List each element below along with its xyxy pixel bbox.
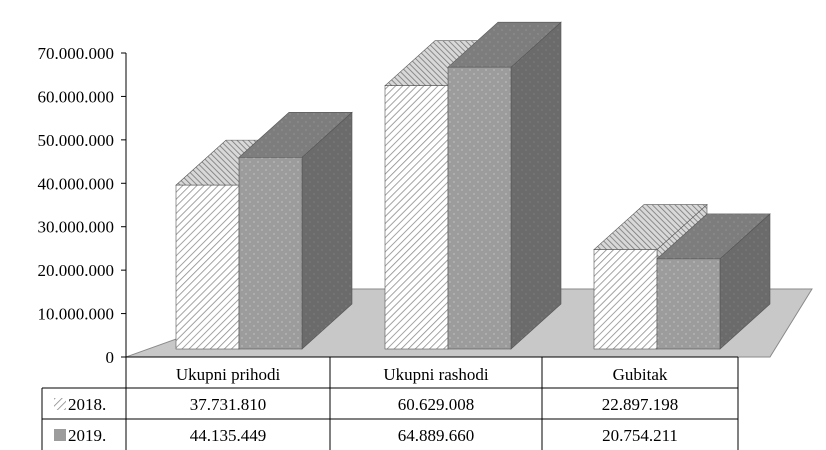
y-tick-label: 60.000.000	[38, 87, 115, 106]
y-tick-label: 50.000.000	[38, 131, 115, 150]
table-category-label: Ukupni rashodi	[383, 365, 489, 384]
bar-side	[510, 21, 562, 350]
bar-2019-0	[238, 111, 353, 350]
bar-front	[593, 249, 658, 350]
bar-2019-1	[447, 21, 562, 350]
bar-front	[447, 66, 512, 350]
y-tick-label: 70.000.000	[38, 44, 115, 63]
bar-2019-2	[656, 213, 771, 350]
y-tick-label: 30.000.000	[38, 218, 115, 237]
table-value-cell: 60.629.008	[398, 395, 475, 414]
y-tick-label: 10.000.000	[38, 305, 115, 324]
legend-key-2019	[54, 429, 66, 441]
table-value-cell: 22.897.198	[602, 395, 679, 414]
y-tick-label: 40.000.000	[38, 174, 115, 193]
table-category-label: Ukupni prihodi	[176, 365, 281, 384]
legend-key-2018	[54, 398, 66, 410]
table-value-cell: 64.889.660	[398, 426, 475, 445]
y-tick-label: 0	[106, 348, 115, 367]
bar-front	[384, 85, 449, 350]
table-value-cell: 37.731.810	[190, 395, 267, 414]
table-value-cell: 44.135.449	[190, 426, 267, 445]
legend-series-name: 2018.	[68, 395, 106, 414]
table-category-label: Gubitak	[613, 365, 668, 384]
bar-front	[175, 184, 240, 350]
table-value-cell: 20.754.211	[602, 426, 678, 445]
y-tick-label: 20.000.000	[38, 261, 115, 280]
bar-front	[238, 157, 303, 350]
bar-front	[656, 258, 721, 350]
legend-series-name: 2019.	[68, 426, 106, 445]
